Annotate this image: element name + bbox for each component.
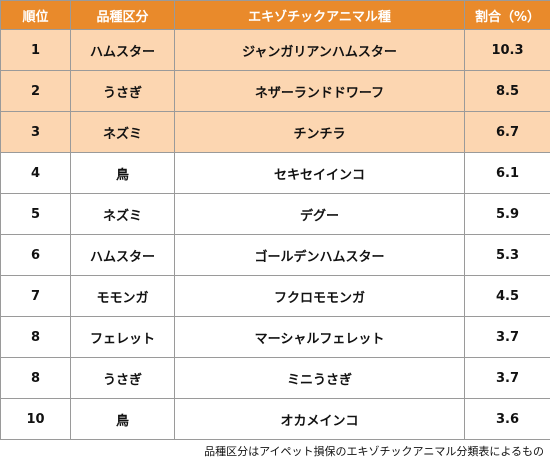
- percent-cell: 4.5: [464, 275, 550, 317]
- animal-cell: セキセイインコ: [174, 152, 465, 194]
- rank-cell: 6: [0, 234, 71, 276]
- category-cell: ハムスター: [70, 29, 175, 71]
- category-cell: うさぎ: [70, 357, 175, 399]
- rank-cell: 5: [0, 193, 71, 235]
- table-row: 8 フェレット マーシャルフェレット 3.7: [0, 316, 550, 358]
- animal-cell: ゴールデンハムスター: [174, 234, 465, 276]
- percent-cell: 8.5: [464, 70, 550, 112]
- footnote: 品種区分はアイペット損保のエキゾチックアニマル分類表によるもの: [204, 445, 544, 458]
- table-body: 1 ハムスター ジャンガリアンハムスター 10.3 2 うさぎ ネザーランドドワ…: [0, 29, 550, 440]
- percent-cell: 10.3: [464, 29, 550, 71]
- header-rank: 順位: [0, 0, 71, 30]
- animal-cell: チンチラ: [174, 111, 465, 153]
- table-row: 4 鳥 セキセイインコ 6.1: [0, 152, 550, 194]
- table-row: 10 鳥 オカメインコ 3.6: [0, 398, 550, 440]
- table-row: 1 ハムスター ジャンガリアンハムスター 10.3: [0, 29, 550, 71]
- header-animal: エキゾチックアニマル種: [174, 0, 465, 30]
- category-cell: 鳥: [70, 398, 175, 440]
- table-row: 3 ネズミ チンチラ 6.7: [0, 111, 550, 153]
- rank-cell: 1: [0, 29, 71, 71]
- category-cell: モモンガ: [70, 275, 175, 317]
- percent-cell: 3.7: [464, 357, 550, 399]
- table-row: 8 うさぎ ミニうさぎ 3.7: [0, 357, 550, 399]
- header-category: 品種区分: [70, 0, 175, 30]
- percent-cell: 6.7: [464, 111, 550, 153]
- percent-cell: 5.3: [464, 234, 550, 276]
- header-percent: 割合（%）: [464, 0, 550, 30]
- rank-cell: 3: [0, 111, 71, 153]
- rank-cell: 8: [0, 316, 71, 358]
- rank-cell: 10: [0, 398, 71, 440]
- ranking-table: 順位 品種区分 エキゾチックアニマル種 割合（%） 1 ハムスター ジャンガリア…: [0, 0, 550, 440]
- header-row: 順位 品種区分 エキゾチックアニマル種 割合（%）: [0, 0, 550, 30]
- percent-cell: 3.6: [464, 398, 550, 440]
- rank-cell: 4: [0, 152, 71, 194]
- category-cell: 鳥: [70, 152, 175, 194]
- table-row: 6 ハムスター ゴールデンハムスター 5.3: [0, 234, 550, 276]
- percent-cell: 6.1: [464, 152, 550, 194]
- animal-cell: フクロモモンガ: [174, 275, 465, 317]
- category-cell: ハムスター: [70, 234, 175, 276]
- table-header: 順位 品種区分 エキゾチックアニマル種 割合（%）: [0, 0, 550, 30]
- rank-cell: 8: [0, 357, 71, 399]
- animal-cell: デグー: [174, 193, 465, 235]
- category-cell: うさぎ: [70, 70, 175, 112]
- animal-cell: マーシャルフェレット: [174, 316, 465, 358]
- table-row: 2 うさぎ ネザーランドドワーフ 8.5: [0, 70, 550, 112]
- rank-cell: 2: [0, 70, 71, 112]
- rank-cell: 7: [0, 275, 71, 317]
- percent-cell: 3.7: [464, 316, 550, 358]
- category-cell: ネズミ: [70, 111, 175, 153]
- animal-cell: オカメインコ: [174, 398, 465, 440]
- animal-cell: ミニうさぎ: [174, 357, 465, 399]
- animal-cell: ネザーランドドワーフ: [174, 70, 465, 112]
- table-row: 5 ネズミ デグー 5.9: [0, 193, 550, 235]
- animal-cell: ジャンガリアンハムスター: [174, 29, 465, 71]
- category-cell: フェレット: [70, 316, 175, 358]
- table-row: 7 モモンガ フクロモモンガ 4.5: [0, 275, 550, 317]
- category-cell: ネズミ: [70, 193, 175, 235]
- percent-cell: 5.9: [464, 193, 550, 235]
